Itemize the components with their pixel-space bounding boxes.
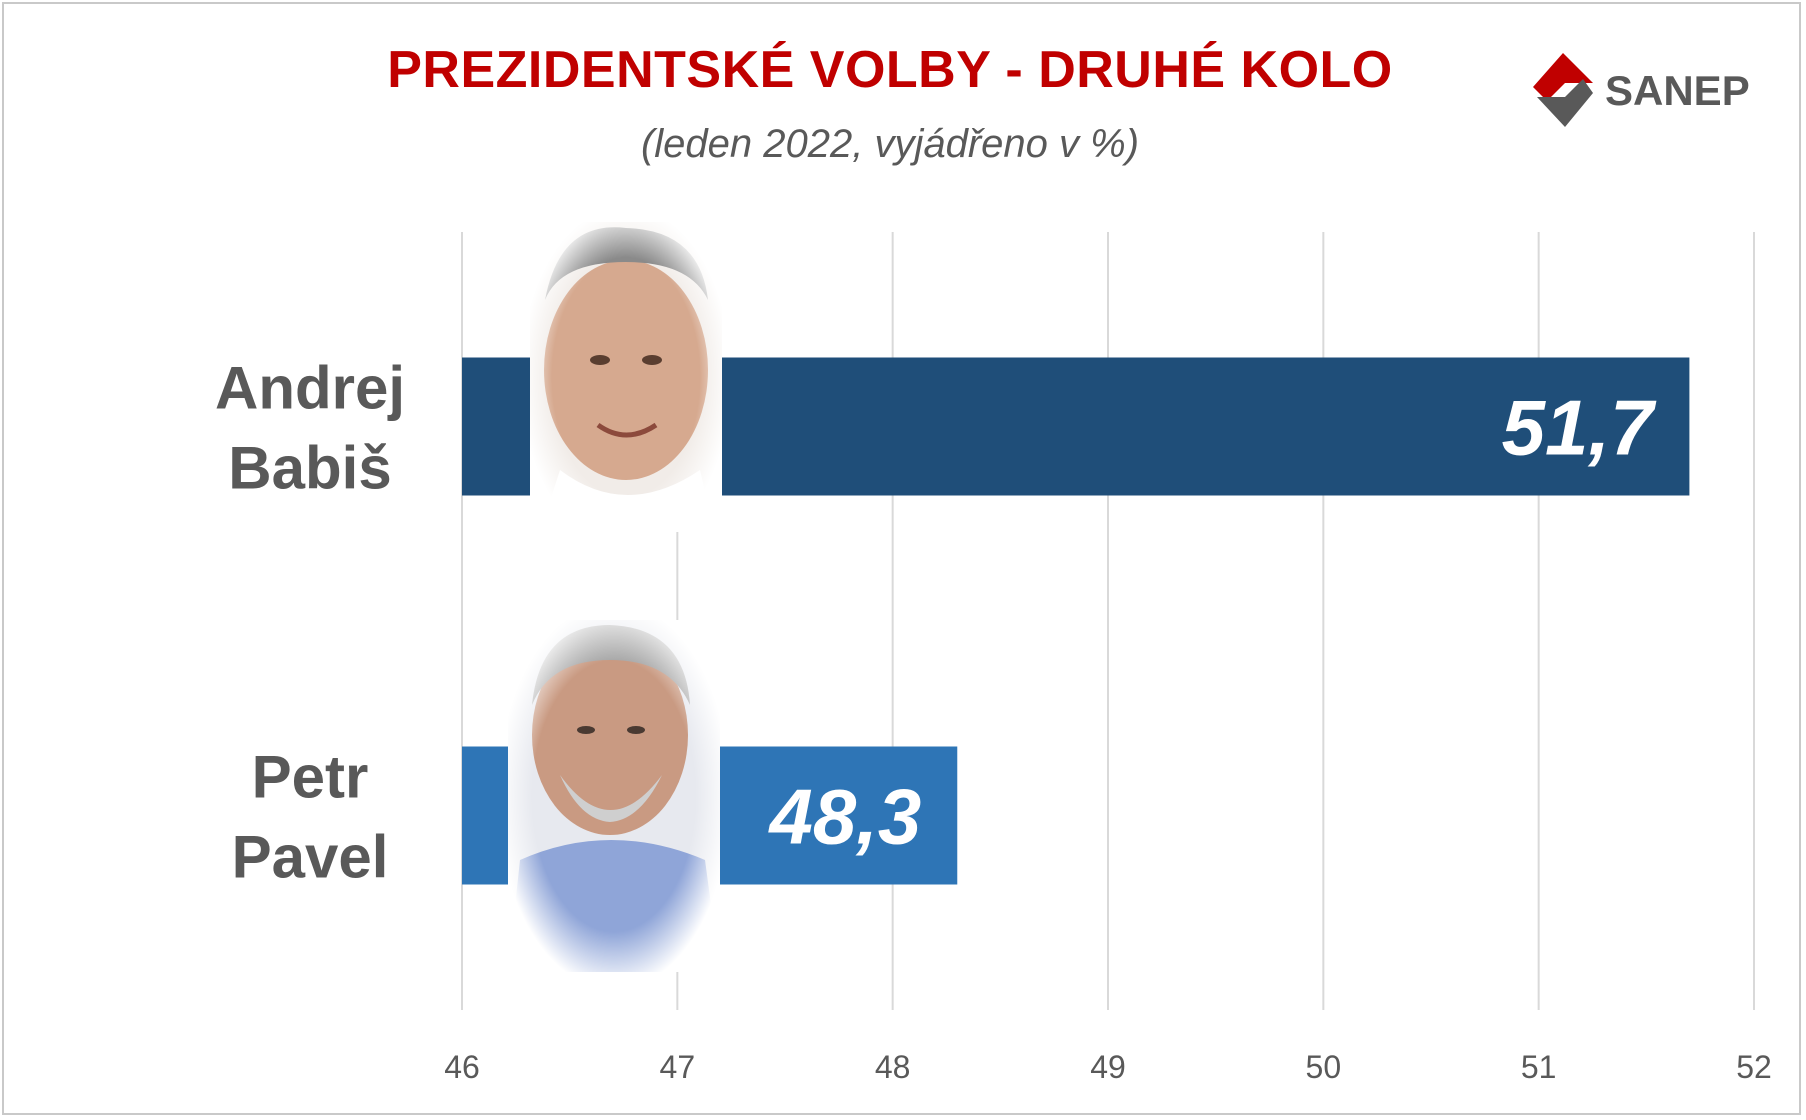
sanep-logo-icon [1533,53,1593,127]
data-label: 48,3 [767,773,921,861]
logo-text: SANEP [1605,67,1750,114]
category-label-line: Petr [252,744,369,811]
category-label-line: Andrej [215,355,405,422]
category-label: Petr Pavel [232,744,389,891]
x-tick-label: 48 [875,1049,911,1085]
sanep-logo: SANEP [1525,45,1765,135]
category-labels: Andrej Babiš Petr Pavel [215,355,405,891]
candidate-photos [508,222,722,972]
data-label: 51,7 [1502,384,1657,472]
category-label: Andrej Babiš [215,355,405,502]
chart-subtitle: (leden 2022, vyjádřeno v %) [640,122,1140,166]
x-axis-tick-labels: 46 47 48 49 50 51 52 [444,1049,1772,1085]
x-tick-label: 51 [1521,1049,1557,1085]
x-tick-label: 49 [1090,1049,1126,1085]
category-label-line: Babiš [228,435,391,502]
x-tick-label: 46 [444,1049,480,1085]
x-tick-label: 50 [1306,1049,1342,1085]
x-tick-label: 47 [660,1049,696,1085]
category-label-line: Pavel [232,824,389,891]
chart-title: PREZIDENTSKÉ VOLBY - DRUHÉ KOLO [387,41,1393,99]
x-tick-label: 52 [1736,1049,1772,1085]
candidate-photo-babis [530,222,722,532]
data-labels: 51,7 48,3 [767,384,1657,861]
candidate-photo-pavel [508,620,720,972]
